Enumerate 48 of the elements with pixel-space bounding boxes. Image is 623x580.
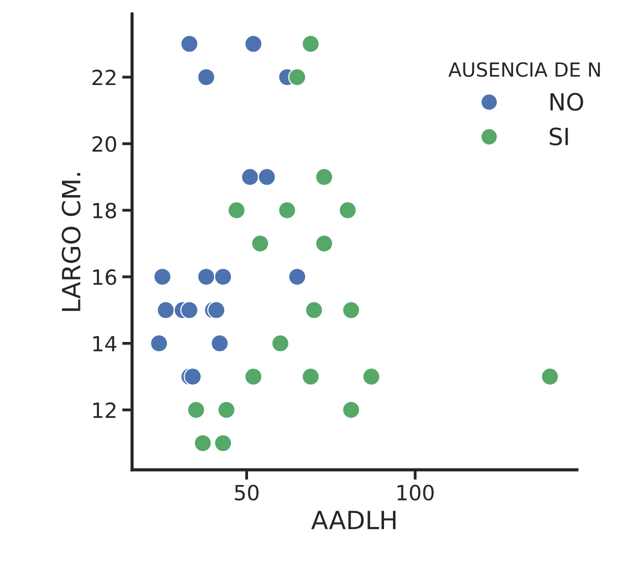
point xyxy=(540,368,559,386)
point xyxy=(210,334,229,352)
point xyxy=(180,34,198,53)
point xyxy=(288,268,306,286)
point xyxy=(214,268,232,286)
point xyxy=(315,234,334,253)
point xyxy=(302,368,320,386)
point xyxy=(150,334,168,352)
point xyxy=(244,368,262,386)
point xyxy=(244,34,262,53)
point xyxy=(315,168,334,186)
x-tick-label: 100 xyxy=(398,484,434,501)
point xyxy=(251,234,270,253)
point xyxy=(342,400,360,419)
y-tick-label: 18 xyxy=(93,202,116,218)
y-axis-title: LARGO CM. xyxy=(62,173,81,311)
point xyxy=(362,368,380,386)
y-tick-label: 22 xyxy=(92,70,116,86)
y-tick-label: 20 xyxy=(92,136,116,152)
y-tick-label: 12 xyxy=(93,402,116,418)
point xyxy=(187,400,206,419)
point xyxy=(197,68,216,86)
legend-label: SI xyxy=(550,128,568,146)
point xyxy=(214,434,232,452)
point xyxy=(302,34,320,53)
point xyxy=(217,400,236,419)
y-tick-label: 14 xyxy=(93,336,116,352)
point xyxy=(156,301,175,320)
point xyxy=(180,301,198,320)
x-tick-label: 50 xyxy=(235,484,259,501)
x-axis-title: AADLH xyxy=(311,510,396,530)
legend-label: NO xyxy=(550,92,584,111)
point xyxy=(304,301,324,320)
point xyxy=(197,268,216,286)
point xyxy=(338,201,357,220)
point xyxy=(288,68,306,86)
point xyxy=(207,301,226,320)
y-tick-label: 16 xyxy=(93,269,116,286)
point xyxy=(278,201,296,220)
point xyxy=(258,168,276,186)
point xyxy=(240,168,260,186)
point xyxy=(194,434,212,452)
point xyxy=(271,334,290,352)
point xyxy=(342,301,360,320)
legend-title: AUSENCIA DE N xyxy=(448,62,600,77)
point xyxy=(184,368,202,386)
point xyxy=(227,201,246,220)
point xyxy=(153,268,172,286)
